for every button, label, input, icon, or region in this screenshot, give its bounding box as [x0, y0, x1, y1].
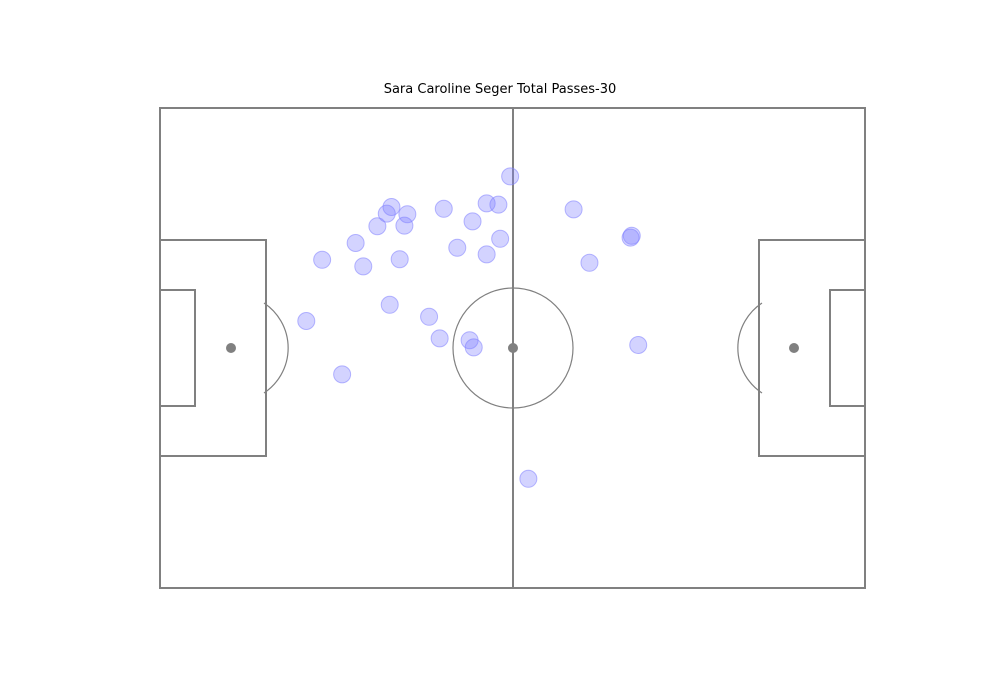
- pass-point-12: [390, 250, 409, 269]
- pitch-markings: [159, 107, 866, 589]
- pass-markers: [297, 167, 648, 488]
- pass-point-4: [382, 198, 401, 216]
- center-spot: [508, 343, 518, 353]
- pass-point-26: [420, 307, 439, 326]
- pass-point-25: [629, 336, 648, 354]
- right-penalty-spot: [789, 343, 799, 353]
- pass-point-10: [395, 216, 414, 235]
- pass-point-1: [501, 167, 520, 186]
- pass-point-20: [580, 253, 599, 272]
- pass-point-11: [354, 257, 373, 276]
- pass-point-27: [430, 329, 449, 348]
- pass-point-14: [380, 295, 399, 314]
- left-penalty-arc: [263, 302, 289, 394]
- left-penalty-box: [159, 239, 267, 457]
- pass-point-9: [448, 238, 467, 257]
- pass-point-17: [622, 226, 641, 245]
- chart-title: Sara Caroline Seger Total Passes-30: [383, 82, 617, 97]
- right-penalty-box: [758, 239, 866, 457]
- center-circle: [452, 287, 574, 409]
- left-six-yard-box: [159, 289, 196, 407]
- pass-point-22: [398, 205, 417, 224]
- right-six-yard-box: [829, 289, 866, 407]
- pass-point-30: [519, 469, 538, 488]
- pass-point-13: [313, 250, 332, 269]
- pass-point-6: [477, 245, 496, 264]
- pass-point-24: [464, 338, 483, 357]
- pass-point-21: [297, 312, 316, 330]
- right-penalty-arc: [737, 302, 763, 394]
- pass-point-2: [463, 212, 482, 231]
- pass-point-8: [434, 199, 453, 218]
- pass-point-28: [491, 229, 510, 248]
- pass-point-29: [333, 365, 352, 384]
- pass-point-15: [346, 234, 365, 252]
- left-penalty-spot: [226, 343, 236, 353]
- pass-point-5: [368, 217, 387, 236]
- pass-point-19: [477, 194, 496, 213]
- pass-point-18: [564, 200, 583, 219]
